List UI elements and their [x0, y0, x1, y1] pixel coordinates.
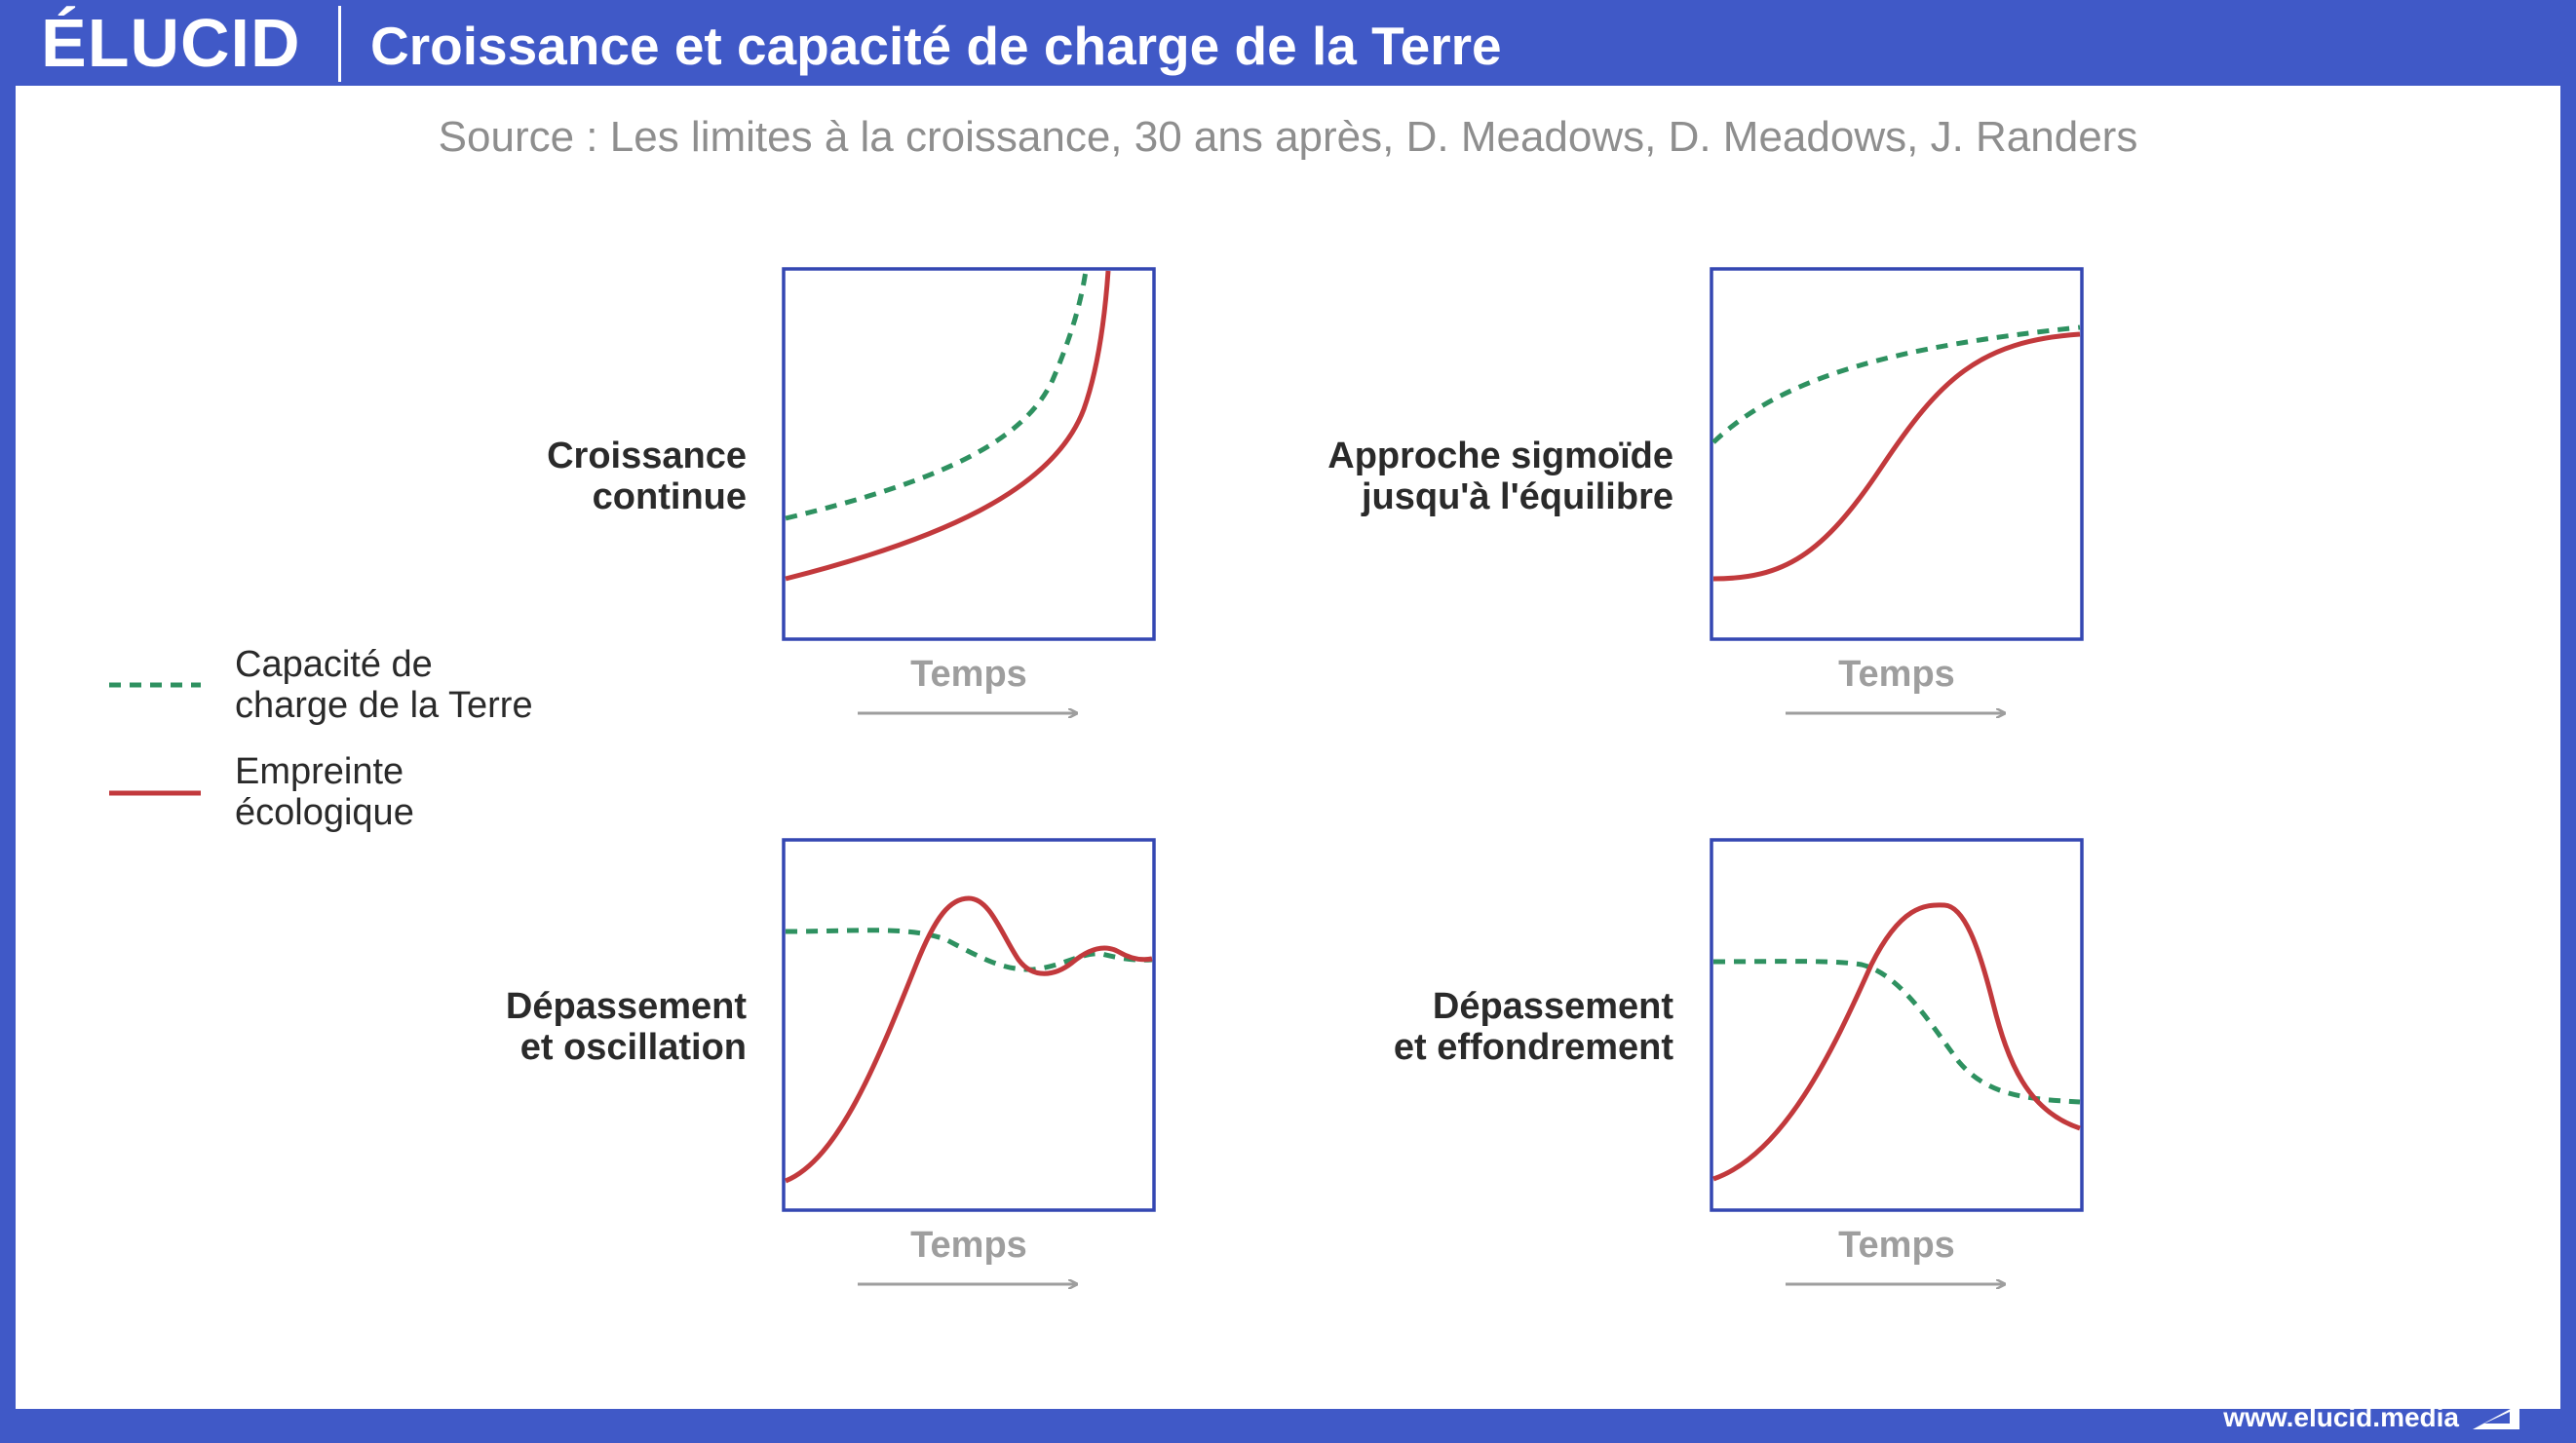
- page-title: Croissance et capacité de charge de la T…: [370, 16, 1502, 76]
- panel-collapse-capacity-line: [1712, 959, 2081, 1105]
- panel-sigmoid-title-line2: jusqu'à l'équilibre: [1361, 476, 1673, 517]
- panel-oscillation-capacity-line: [785, 928, 1153, 972]
- elucid-mark-icon: [2473, 1404, 2519, 1429]
- content-panel: Source : Les limites à la croissance, 30…: [16, 86, 2560, 1409]
- panel-continuous-title-line2: continue: [593, 476, 747, 517]
- panel-collapse-frame: [1710, 838, 2084, 1212]
- panel-overshoot-oscillation: Dépassement et oscillation Temps: [506, 838, 1156, 1284]
- panel-continuous-axis-label: Temps: [910, 654, 1027, 695]
- legend-capacity-label-line1: Capacité de: [235, 644, 433, 685]
- legend-footprint-label-line1: Empreinte: [235, 751, 404, 792]
- elucid-logo[interactable]: ÉLUCID: [41, 5, 301, 81]
- panel-oscillation-title-line1: Dépassement: [506, 986, 747, 1027]
- footer-url-link[interactable]: www.elucid.media: [2223, 1402, 2459, 1432]
- header-bar: ÉLUCID Croissance et capacité de charge …: [0, 0, 2576, 86]
- panel-oscillation-axis-label: Temps: [910, 1225, 1027, 1266]
- panel-continuous-capacity-line: [785, 270, 1089, 521]
- panel-overshoot-collapse: Dépassement et effondrement Temps: [1394, 838, 2084, 1284]
- legend: Capacité de charge de la Terre Empreinte…: [109, 644, 533, 833]
- panel-sigmoid-axis-label: Temps: [1838, 654, 1955, 695]
- panel-oscillation-title-line2: et oscillation: [520, 1027, 747, 1068]
- panel-collapse-title-line2: et effondrement: [1394, 1027, 1673, 1068]
- panel-oscillation-footprint-line: [785, 895, 1153, 1184]
- panel-collapse-footprint-line: [1712, 902, 2081, 1182]
- source-caption: Source : Les limites à la croissance, 30…: [438, 113, 2138, 161]
- panel-sigmoid-footprint-line: [1712, 331, 2081, 582]
- panel-continuous-footprint-line: [785, 270, 1111, 582]
- panel-collapse-axis-label: Temps: [1838, 1225, 1955, 1266]
- panel-sigmoid-title-line1: Approche sigmoïde: [1327, 436, 1673, 476]
- panel-continuous-frame: [782, 267, 1156, 641]
- panel-continuous-title-line1: Croissance: [547, 436, 747, 476]
- panel-continuous-growth: Croissance continue Temps: [547, 267, 1156, 713]
- header-divider: [338, 6, 341, 82]
- panel-oscillation-frame: [782, 838, 1156, 1212]
- legend-footprint-label-line2: écologique: [235, 792, 414, 833]
- legend-capacity-label-line2: charge de la Terre: [235, 685, 533, 726]
- panel-sigmoid-frame: [1710, 267, 2084, 641]
- panel-sigmoid-approach: Approche sigmoïde jusqu'à l'équilibre Te…: [1327, 267, 2084, 713]
- panel-collapse-title-line1: Dépassement: [1433, 986, 1673, 1027]
